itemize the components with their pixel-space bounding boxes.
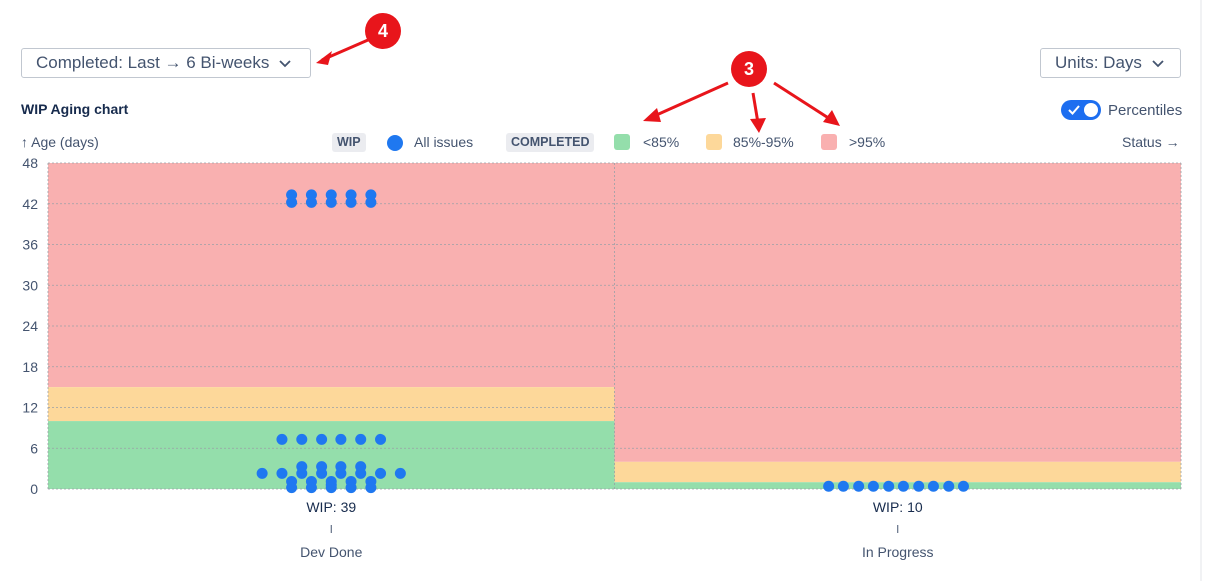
issue-dot: [365, 482, 377, 494]
period-dropdown-label: Completed: Last → 6 Bi-weeks: [36, 53, 270, 72]
issue-dot: [375, 467, 387, 479]
legend-swatch-high: [821, 134, 837, 150]
issue-dot: [305, 482, 317, 494]
issue-dot: [316, 467, 328, 479]
annotation-arrow-4: [316, 38, 369, 65]
wip-count-label: WIP: 39: [306, 499, 356, 515]
toggle-knob: [1084, 103, 1098, 117]
y-tick-label: 48: [22, 155, 38, 171]
issue-dot: [365, 196, 377, 208]
issue-dot: [867, 480, 879, 492]
units-dropdown[interactable]: Units: Days: [1040, 48, 1181, 78]
issue-dot: [913, 480, 925, 492]
issue-dot: [375, 433, 387, 445]
issue-dot: [325, 196, 337, 208]
issue-dot: [276, 467, 288, 479]
band-low-1: [614, 482, 1181, 489]
issue-dot: [853, 480, 865, 492]
percentiles-label: Percentiles: [1108, 102, 1183, 119]
band-mid-1: [614, 461, 1181, 483]
issue-dot: [837, 480, 849, 492]
y-tick-label: 42: [22, 196, 38, 212]
percentiles-toggle[interactable]: [1061, 100, 1101, 120]
status-label: In Progress: [862, 544, 934, 560]
issue-dot: [943, 480, 955, 492]
issue-dot: [296, 433, 308, 445]
y-tick-label: 6: [30, 440, 38, 456]
legend-p-mid[interactable]: 85%-95%: [733, 134, 794, 150]
y-axis-title: ↑ Age (days): [21, 134, 99, 150]
y-tick-label: 18: [22, 359, 38, 375]
y-tick-label: 24: [22, 318, 38, 334]
x-axis-title: Status →: [1122, 134, 1180, 150]
wip-aging-chart: 0 6 12 18 24 30 36 42 48 WIP: 39 Dev Done WIP: 10 In…: [22, 155, 1182, 560]
legend-p-low[interactable]: <85%: [643, 134, 680, 150]
chevron-down-icon: [279, 60, 292, 68]
legend-p-high[interactable]: >95%: [849, 134, 886, 150]
y-tick-label: 12: [22, 400, 38, 416]
chevron-down-icon: [1152, 60, 1164, 68]
band-mid-0: [48, 387, 615, 422]
issue-dot: [316, 433, 328, 445]
annotation-badge-4: 4: [365, 13, 401, 49]
y-tick-label: 0: [30, 481, 38, 497]
issue-dot: [823, 480, 835, 492]
annotation-arrows-3: [643, 81, 840, 133]
wip-count-label: WIP: 10: [873, 499, 923, 515]
annotation-badge-3: 3: [731, 51, 767, 87]
issue-dot: [335, 433, 347, 445]
completed-tag: COMPLETED: [506, 133, 595, 152]
issue-dot: [355, 467, 367, 479]
issue-dot: [957, 480, 969, 492]
legend-swatch-mid: [706, 134, 722, 150]
issue-dot: [927, 480, 939, 492]
issue-dot: [286, 482, 298, 494]
chart-title: WIP Aging chart: [21, 101, 129, 117]
legend-swatch-low: [614, 134, 630, 150]
issue-dot: [394, 467, 406, 479]
period-dropdown[interactable]: Completed: Last → 6 Bi-weeks: [21, 48, 311, 78]
issue-dot: [286, 196, 298, 208]
issue-dot: [345, 482, 357, 494]
all-issues-dot-icon: [387, 135, 403, 151]
legend-all-issues[interactable]: All issues: [414, 134, 474, 150]
issue-dot: [296, 467, 308, 479]
issue-dot: [883, 480, 895, 492]
issue-dot: [256, 467, 268, 479]
y-tick-label: 36: [22, 237, 38, 253]
wip-tag: WIP: [332, 133, 366, 152]
issue-dot: [335, 467, 347, 479]
check-icon: [1068, 105, 1080, 115]
issue-dot: [355, 433, 367, 445]
panel-edge: [1200, 0, 1202, 581]
issue-dot: [897, 480, 909, 492]
issue-dot: [325, 479, 337, 491]
band-high-1: [614, 163, 1181, 462]
y-tick-label: 30: [22, 277, 38, 293]
status-label: Dev Done: [300, 544, 362, 560]
issue-dot: [276, 433, 288, 445]
units-dropdown-label: Units: Days: [1055, 53, 1142, 72]
issue-dot: [305, 196, 317, 208]
issue-dot: [345, 196, 357, 208]
